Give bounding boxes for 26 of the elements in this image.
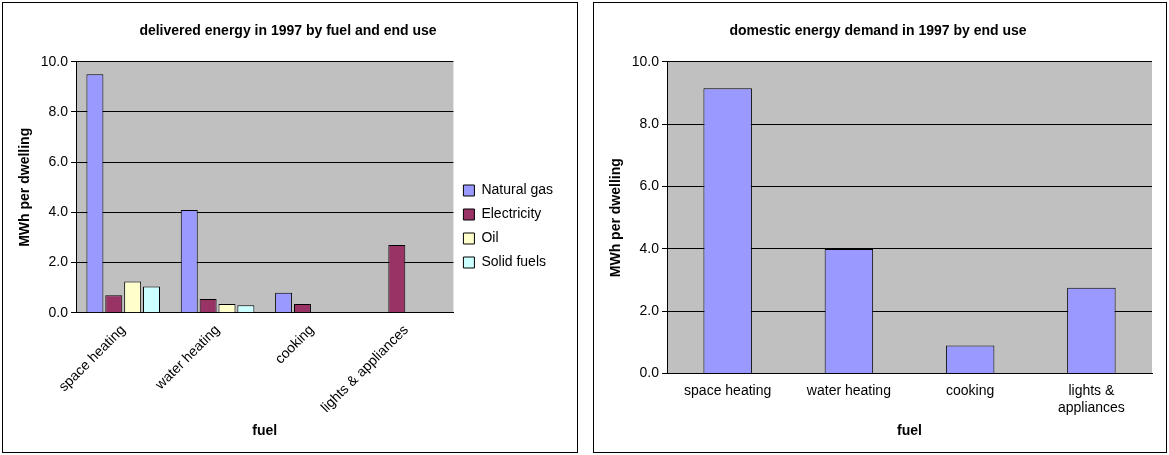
legend-label: Oil: [481, 229, 499, 246]
x-tick-label: water heating: [805, 381, 891, 398]
legend-label: Natural gas: [481, 181, 553, 198]
y-tick-label: 8.0: [48, 102, 69, 119]
y-tick-label: 2.0: [48, 253, 69, 270]
y-tick-label: 10.0: [631, 52, 660, 69]
y-tick-label: 0.0: [639, 364, 660, 381]
legend-label: Solid fuels: [481, 253, 546, 270]
x-tick-label: cooking: [946, 381, 995, 398]
y-tick-label: 10.0: [40, 52, 69, 69]
x-axis-title: fuel: [897, 422, 922, 439]
y-tick-label: 6.0: [48, 153, 69, 170]
x-axis-title: fuel: [252, 422, 278, 439]
chart-title: domestic energy demand in 1997 by end use: [729, 22, 1027, 39]
x-tick-label: space heating: [684, 381, 772, 398]
y-tick-label: 0.0: [48, 303, 69, 320]
y-tick-label: 4.0: [48, 203, 69, 220]
chart-title: delivered energy in 1997 by fuel and end use: [139, 22, 437, 39]
legend-label: Electricity: [481, 205, 542, 222]
y-tick-label: 4.0: [639, 239, 660, 256]
y-axis-title: MWh per dwelling: [607, 158, 624, 278]
y-axis-title: MWh per dwelling: [16, 127, 33, 247]
y-tick-label: 6.0: [639, 177, 660, 194]
y-tick-label: 2.0: [639, 302, 660, 319]
x-tick-label: lights & appliances: [1057, 381, 1125, 415]
y-tick-label: 8.0: [639, 115, 660, 132]
